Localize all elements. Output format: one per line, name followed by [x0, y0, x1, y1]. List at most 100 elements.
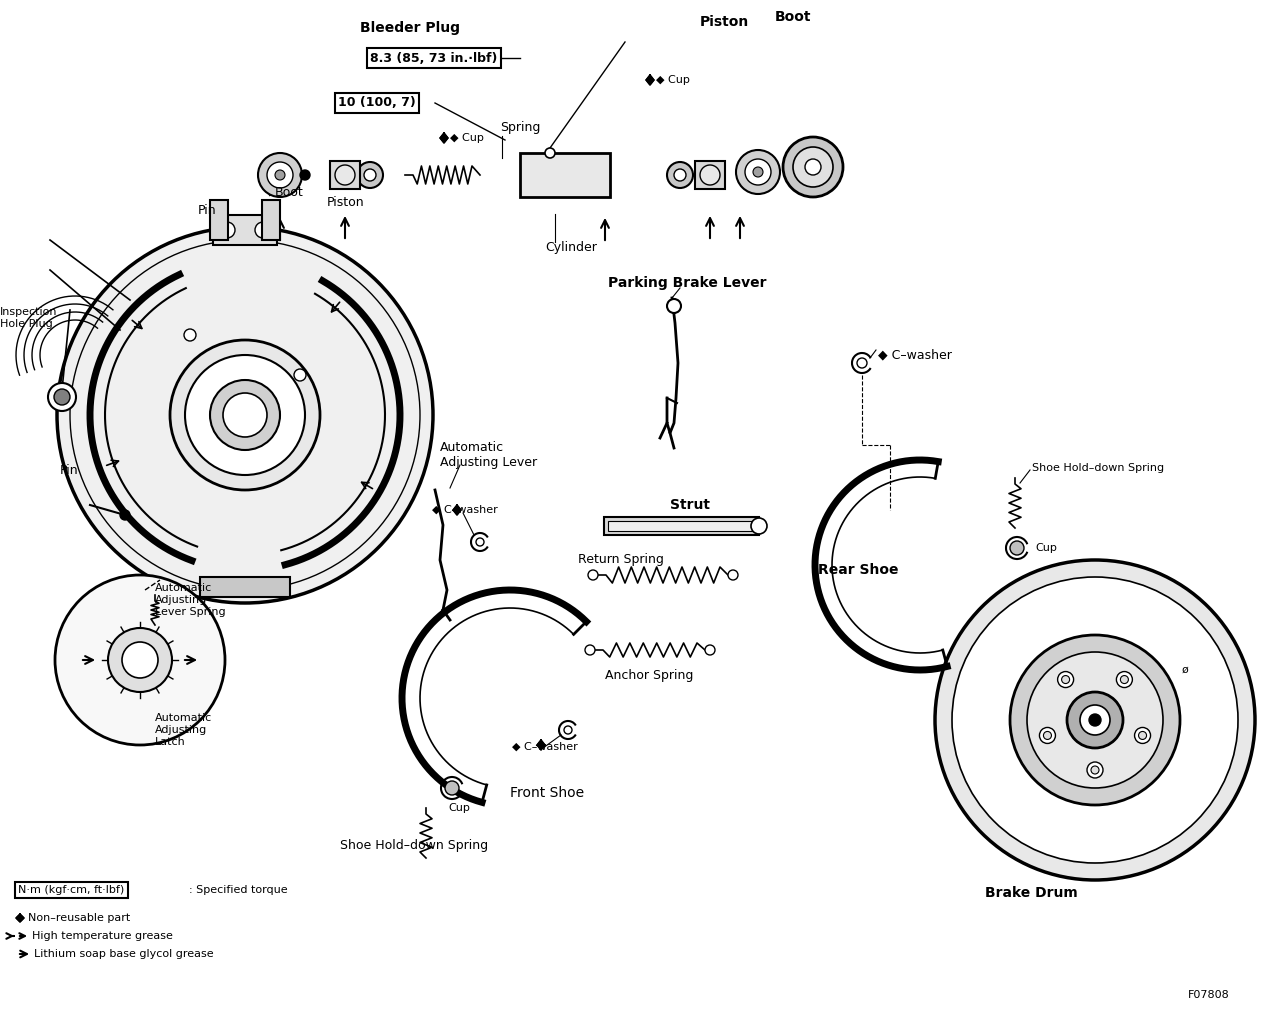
Text: 8.3 (85, 73 in.·lbf): 8.3 (85, 73 in.·lbf) — [370, 51, 498, 65]
Bar — [520, 153, 611, 197]
Circle shape — [736, 150, 780, 194]
Circle shape — [445, 781, 460, 795]
Circle shape — [1010, 541, 1024, 555]
Circle shape — [1089, 714, 1101, 726]
Text: Pin: Pin — [60, 463, 78, 476]
Circle shape — [294, 369, 306, 381]
Circle shape — [934, 560, 1254, 880]
Circle shape — [335, 165, 355, 185]
Bar — [212, 215, 276, 245]
Text: Strut: Strut — [669, 498, 710, 512]
Circle shape — [705, 645, 716, 655]
Circle shape — [275, 170, 285, 180]
Circle shape — [1057, 672, 1074, 687]
Circle shape — [1039, 727, 1056, 744]
Circle shape — [667, 162, 692, 188]
Circle shape — [1080, 705, 1110, 735]
Circle shape — [728, 570, 739, 580]
Circle shape — [675, 169, 686, 181]
Circle shape — [588, 570, 598, 580]
Circle shape — [1027, 652, 1164, 788]
Text: ◆ C–washer: ◆ C–washer — [878, 348, 952, 361]
Text: Inspection
Hole Plug: Inspection Hole Plug — [0, 307, 58, 329]
Circle shape — [219, 222, 236, 238]
Text: Bleeder Plug: Bleeder Plug — [360, 21, 460, 35]
Polygon shape — [453, 504, 461, 515]
Circle shape — [223, 393, 268, 437]
Text: Piston: Piston — [700, 15, 749, 29]
Circle shape — [700, 165, 719, 185]
Circle shape — [300, 170, 310, 180]
Circle shape — [186, 355, 305, 475]
Text: Piston: Piston — [326, 196, 365, 209]
Circle shape — [751, 518, 767, 534]
Bar — [210, 200, 228, 240]
Polygon shape — [646, 75, 654, 85]
Circle shape — [545, 148, 556, 158]
Circle shape — [783, 137, 844, 197]
Circle shape — [952, 577, 1238, 863]
Text: Non–reusable part: Non–reusable part — [28, 913, 131, 923]
Circle shape — [1043, 732, 1051, 740]
Circle shape — [667, 299, 681, 313]
Circle shape — [1138, 732, 1147, 740]
Circle shape — [1134, 727, 1151, 744]
Text: Cup: Cup — [1036, 543, 1057, 553]
Circle shape — [184, 329, 196, 341]
Circle shape — [268, 162, 293, 188]
Circle shape — [1091, 766, 1100, 774]
Text: Parking Brake Lever: Parking Brake Lever — [608, 276, 767, 290]
Bar — [608, 521, 755, 531]
Text: ø: ø — [1181, 665, 1188, 675]
Text: N·m (kgf·cm, ft·lbf): N·m (kgf·cm, ft·lbf) — [18, 885, 124, 895]
Text: Rear Shoe: Rear Shoe — [818, 563, 899, 577]
Text: Shoe Hold–down Spring: Shoe Hold–down Spring — [1032, 463, 1164, 473]
Bar — [262, 200, 280, 240]
Text: Pin: Pin — [198, 204, 216, 217]
Bar — [330, 161, 360, 189]
Circle shape — [210, 380, 280, 450]
Circle shape — [122, 642, 157, 678]
Circle shape — [1010, 635, 1180, 805]
Circle shape — [58, 227, 433, 603]
Text: Anchor Spring: Anchor Spring — [605, 669, 694, 681]
Text: : Specified torque: : Specified torque — [189, 885, 288, 895]
Bar — [604, 517, 759, 535]
Circle shape — [1068, 692, 1123, 748]
Text: Shoe Hold–down Spring: Shoe Hold–down Spring — [340, 838, 488, 852]
Polygon shape — [538, 740, 545, 750]
Text: Boot: Boot — [774, 10, 812, 24]
Circle shape — [255, 222, 271, 238]
Text: 10 (100, 7): 10 (100, 7) — [338, 97, 416, 110]
Text: ◆ C–washer: ◆ C–washer — [512, 742, 577, 752]
Circle shape — [108, 628, 172, 692]
Text: Automatic
Adjusting
Latch: Automatic Adjusting Latch — [155, 713, 212, 747]
Circle shape — [1116, 672, 1133, 687]
Circle shape — [49, 383, 76, 411]
Polygon shape — [15, 914, 24, 922]
Circle shape — [364, 169, 376, 181]
Circle shape — [476, 538, 484, 546]
Text: Boot: Boot — [275, 186, 303, 199]
Circle shape — [1087, 762, 1103, 778]
Circle shape — [259, 153, 302, 197]
Text: ◆ Cup: ◆ Cup — [657, 75, 690, 85]
Text: High temperature grease: High temperature grease — [32, 931, 173, 941]
Circle shape — [120, 510, 131, 520]
Text: F07808: F07808 — [1188, 990, 1230, 1000]
Circle shape — [585, 645, 595, 655]
Bar — [200, 577, 291, 597]
Text: Automatic
Adjusting Lever: Automatic Adjusting Lever — [440, 441, 538, 469]
Circle shape — [54, 389, 70, 405]
Circle shape — [794, 147, 833, 187]
Circle shape — [1120, 676, 1129, 683]
Circle shape — [753, 167, 763, 177]
Circle shape — [858, 358, 867, 368]
Polygon shape — [440, 133, 448, 143]
Circle shape — [55, 575, 225, 745]
Text: Lithium soap base glycol grease: Lithium soap base glycol grease — [35, 949, 214, 959]
Text: Spring: Spring — [500, 121, 540, 134]
Circle shape — [805, 159, 820, 175]
Text: ◆ Cup: ◆ Cup — [451, 133, 484, 143]
Circle shape — [170, 340, 320, 490]
